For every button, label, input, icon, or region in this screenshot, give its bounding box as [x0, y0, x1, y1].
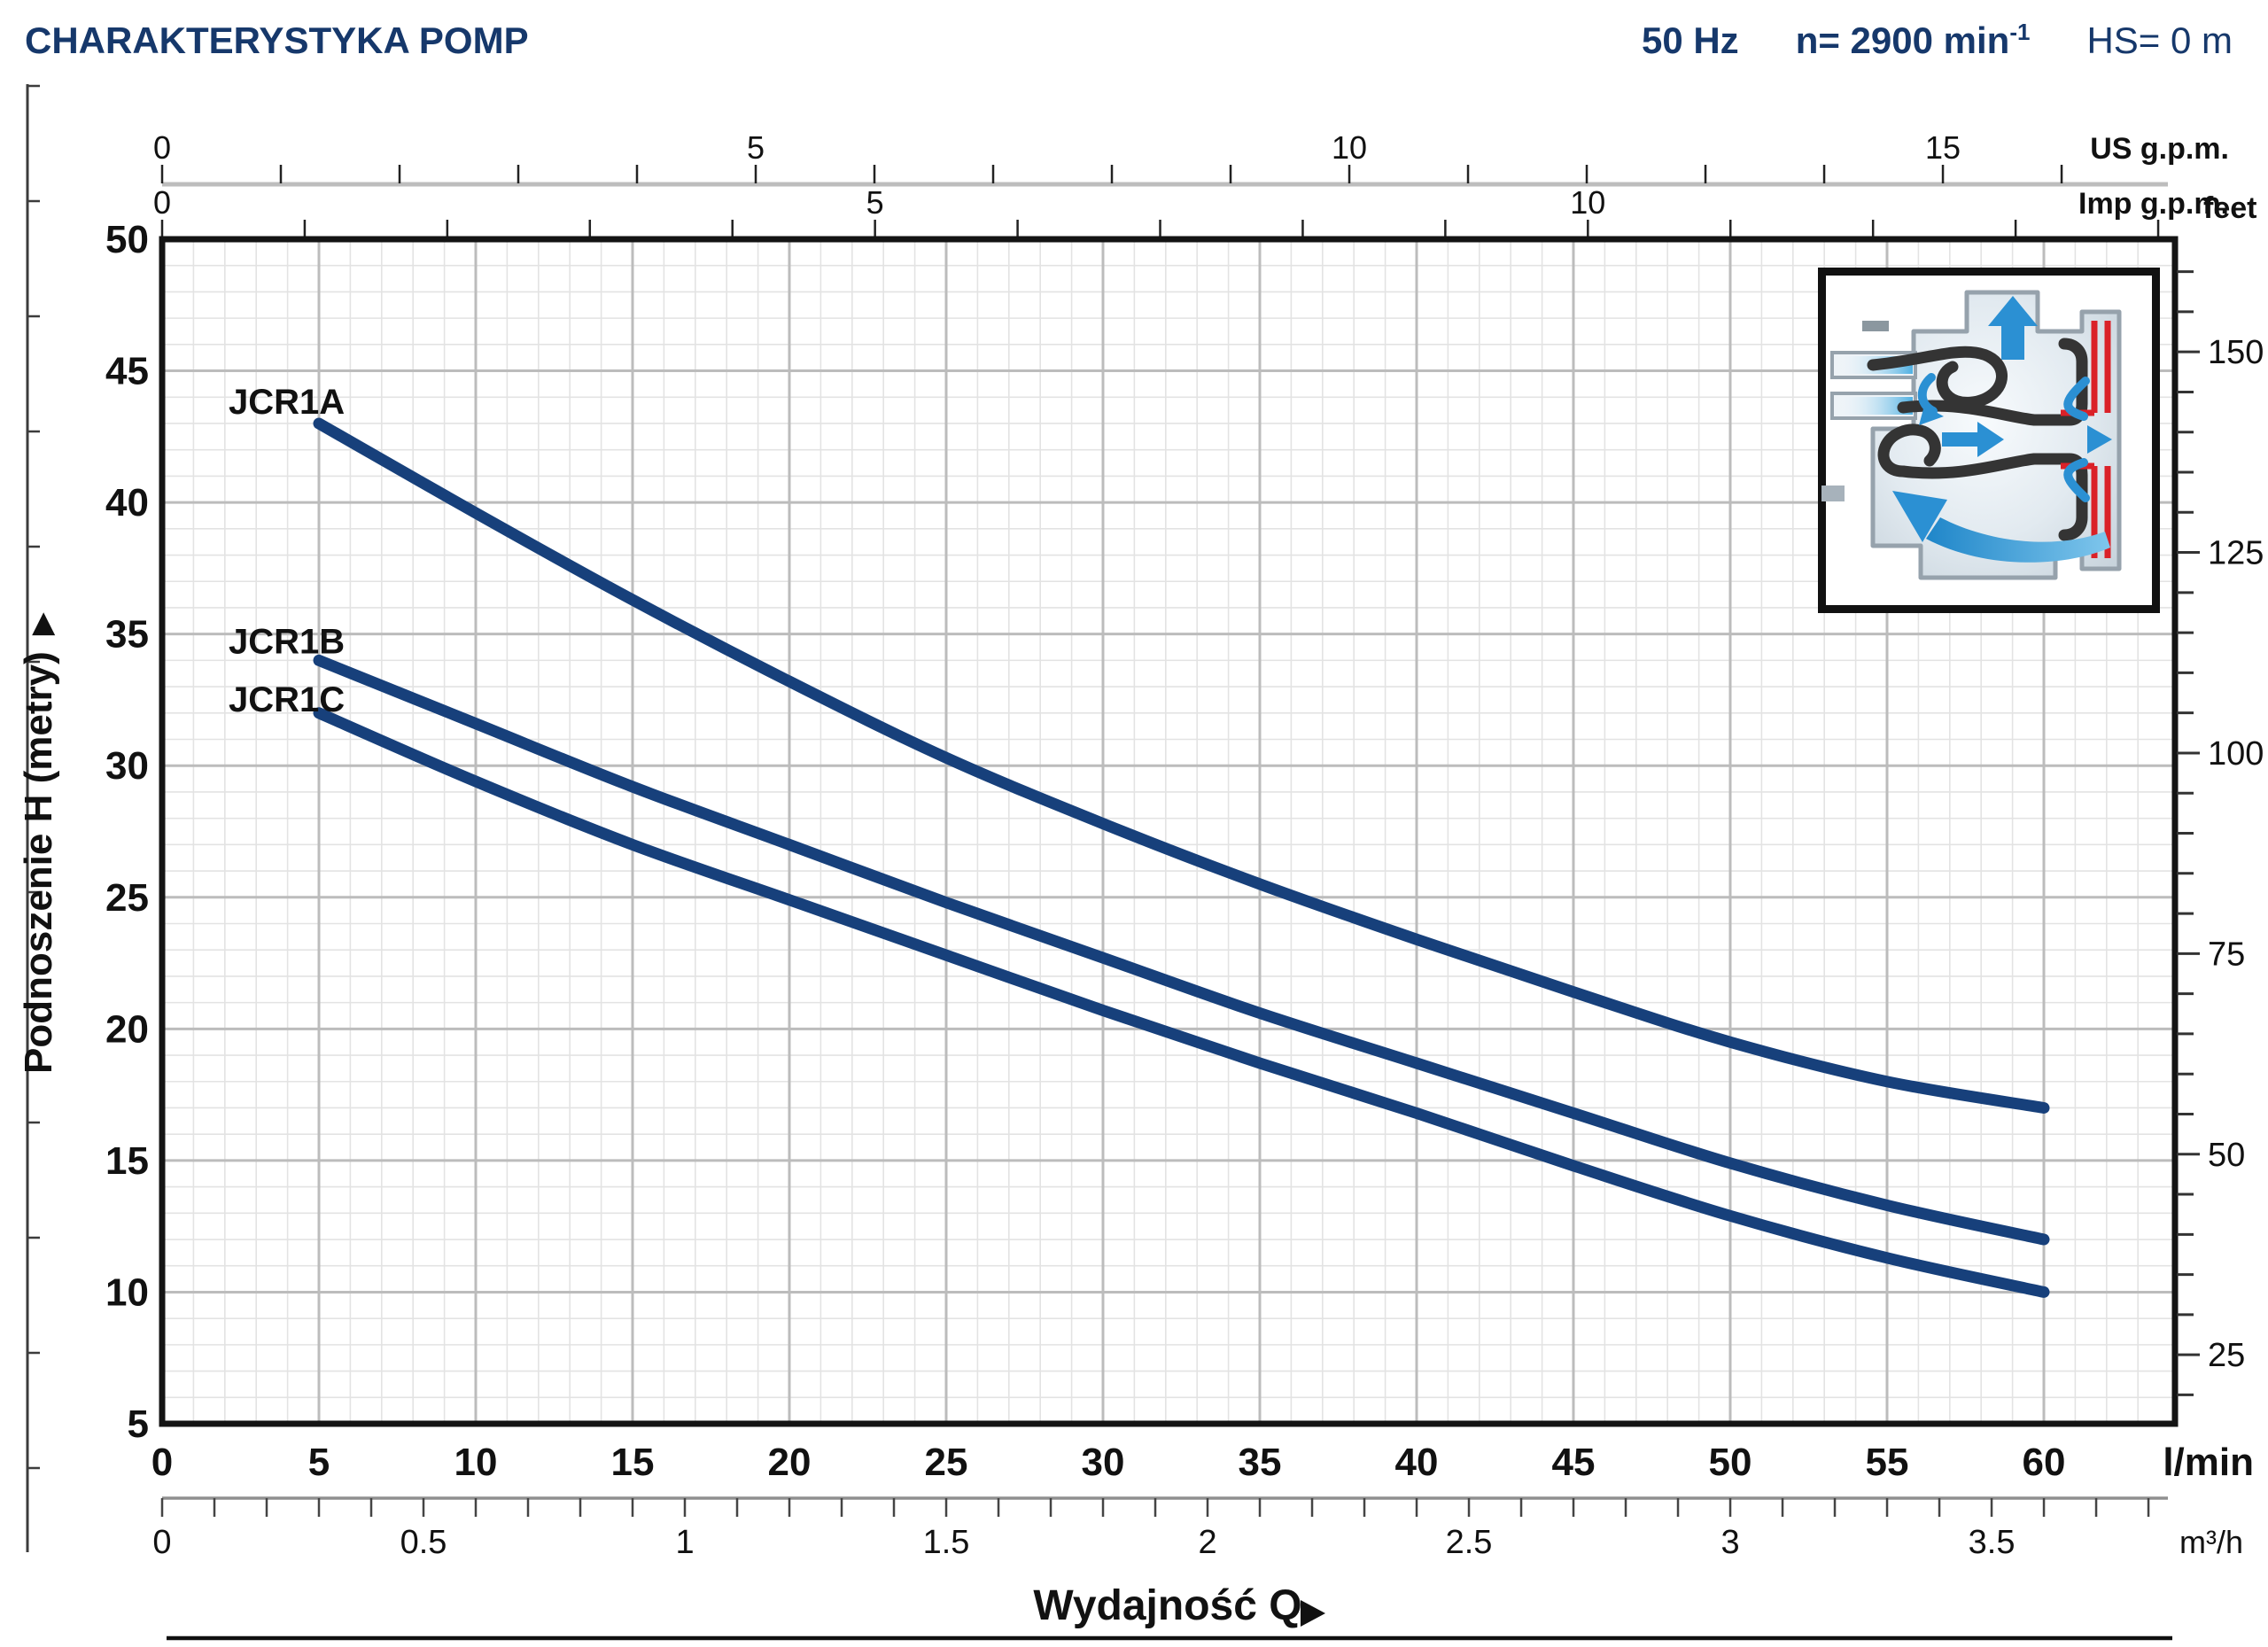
lmin-tick-label: 20	[768, 1441, 812, 1484]
x-axis-title-text: Wydajność Q	[1033, 1582, 1301, 1629]
pump-cross-section-diagram	[1818, 268, 2160, 613]
m3h-tick-label: 0.5	[400, 1524, 447, 1561]
lmin-tick-label: 40	[1395, 1441, 1439, 1484]
lmin-tick-label: 55	[1866, 1441, 1909, 1484]
lmin-tick-label: 30	[1082, 1441, 1125, 1484]
m3h-tick-label: 1	[675, 1524, 694, 1561]
m3h-tick-label: 3	[1720, 1524, 1739, 1561]
lmin-tick-label: 0	[151, 1441, 173, 1484]
imp-gpm-tick-label: 10	[1570, 184, 1605, 221]
speed-value: n= 2900 min-1	[1795, 19, 2031, 61]
venturi-arrow	[1942, 422, 2004, 457]
recirculation-arrowhead	[1892, 491, 1947, 542]
imp-gpm-tick-label: 5	[866, 184, 884, 221]
lmin-tick-label: 15	[611, 1441, 655, 1484]
swirl-arrow	[1919, 406, 1944, 425]
curve-label-JCR1B: JCR1B	[229, 622, 345, 661]
feet-tick-label: 75	[2208, 936, 2245, 973]
left-ruler	[26, 84, 40, 1552]
flow-arrows	[1892, 296, 2112, 563]
us-gpm-tick-label: 5	[747, 129, 765, 166]
h-axis: 5 10 15 20 25 30 35 40 45 50 Podnoszenie H (metry)…	[17, 218, 149, 1446]
converge-arrow	[2087, 425, 2112, 454]
m3h-axis: 0 0.5 1 1.5 2 2.5 3 3.5 m³/h	[152, 1496, 2243, 1561]
curve-JCR1C: JCR1C	[229, 680, 2050, 1298]
x-axis-arrow	[1301, 1600, 1325, 1627]
curve-JCR1A: JCR1A	[229, 383, 2050, 1114]
h-tick-label: 40	[105, 481, 149, 524]
x-axis-title: Wydajność Q	[167, 1582, 2172, 1641]
frequency-value: 50 Hz	[1641, 19, 1739, 61]
curve-path-JCR1B	[313, 654, 2050, 1246]
m3h-tick-label: 2.5	[1446, 1524, 1493, 1561]
curve-label-JCR1A: JCR1A	[229, 383, 345, 422]
lmin-tick-label: 10	[454, 1441, 498, 1484]
m3h-tick-label: 2	[1198, 1524, 1216, 1561]
us-gpm-tick-label: 0	[153, 129, 171, 166]
y-axis-title: Podnoszenie H (metry)▶	[17, 611, 60, 1074]
lmin-tick-label: 5	[308, 1441, 330, 1484]
feet-tick-label: 100	[2208, 735, 2264, 773]
feet-tick-label: 25	[2208, 1337, 2245, 1374]
feet-tick-label: 125	[2208, 535, 2264, 572]
discharge-up-arrow	[1988, 296, 2038, 360]
converge-arcs	[2063, 377, 2090, 502]
imp-gpm-axis: 0 5 10 Imp g.p.m.	[153, 184, 2229, 237]
suction-head-value: HS= 0 m	[2086, 19, 2233, 61]
top-stub	[1862, 321, 1889, 331]
m3h-tick-label: 1.5	[923, 1524, 970, 1561]
imp-gpm-tick-label: 0	[153, 184, 171, 221]
speed-exponent: -1	[2009, 19, 2031, 45]
h-tick-label: 30	[105, 744, 149, 788]
us-gpm-unit: US g.p.m.	[2090, 132, 2229, 166]
us-gpm-tick-label: 10	[1332, 129, 1367, 166]
spec-values: 50 Hz n= 2900 min-1 HS= 0 m	[1642, 19, 2233, 62]
page-title: CHARAKTERYSTYKA POMP	[25, 19, 529, 61]
feet-axis: 25 50 75 100 125 150 feet	[2177, 191, 2264, 1396]
h-tick-label: 25	[105, 876, 149, 920]
pump-passages	[1867, 338, 2088, 541]
feet-unit: feet	[2203, 191, 2256, 225]
h-tick-label: 35	[105, 613, 149, 656]
curve-path-JCR1A	[313, 417, 2050, 1114]
feet-tick-label: 50	[2208, 1137, 2245, 1174]
h-tick-label: 45	[105, 350, 149, 393]
h-tick-label: 10	[105, 1270, 149, 1314]
lmin-tick-label: 50	[1709, 1441, 1752, 1484]
imp-gpm-unit: Imp g.p.m.	[2078, 187, 2229, 221]
curve-path-JCR1C	[313, 707, 2050, 1298]
curve-JCR1B: JCR1B	[229, 622, 2050, 1246]
h-tick-label: 5	[128, 1402, 149, 1446]
us-gpm-tick-label: 15	[1925, 129, 1961, 166]
lmin-unit: l/min	[2163, 1441, 2254, 1484]
lmin-tick-label: 60	[2023, 1441, 2066, 1484]
m3h-unit: m³/h	[2179, 1524, 2243, 1560]
m3h-tick-label: 0	[152, 1524, 171, 1561]
inlet-flow-lower	[1835, 397, 1913, 415]
m3h-tick-label: 3.5	[1969, 1524, 2016, 1561]
curve-label-JCR1C: JCR1C	[229, 680, 345, 719]
plot-frame	[159, 236, 2179, 1427]
side-stub	[1821, 486, 1845, 501]
lmin-tick-label: 45	[1552, 1441, 1596, 1484]
h-tick-label: 20	[105, 1007, 149, 1051]
lmin-tick-label: 35	[1239, 1441, 1282, 1484]
h-tick-label: 15	[105, 1139, 149, 1183]
lmin-axis: 0 5 10 15 20 25 30 35 40 45 50 55 60 l/min	[151, 1441, 2254, 1484]
lmin-tick-label: 25	[925, 1441, 968, 1484]
feet-tick-label: 150	[2208, 334, 2264, 371]
h-tick-label: 50	[105, 218, 149, 261]
recirculation-swoosh	[1926, 517, 2110, 563]
us-gpm-axis: 0 5 10 15 US g.p.m.	[153, 129, 2229, 187]
